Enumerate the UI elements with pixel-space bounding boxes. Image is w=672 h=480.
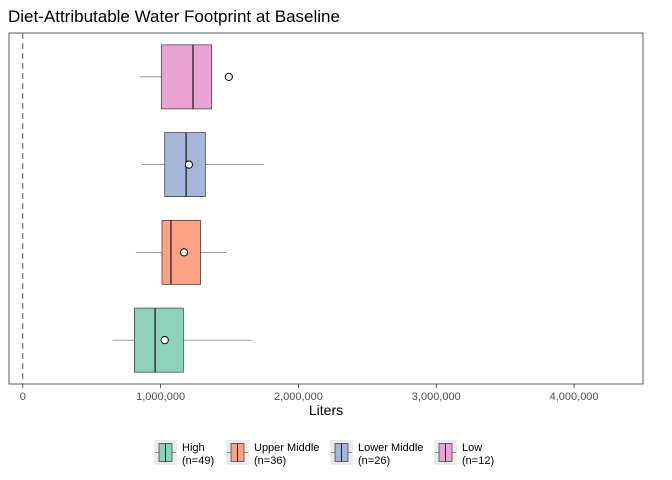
mean-point — [179, 248, 189, 257]
legend-label: Low — [462, 442, 482, 454]
chart-title: Diet-Attributable Water Footprint at Bas… — [8, 7, 340, 26]
x-axis: 0 1,000,000 2,000,000 3,000,000 4,000,000 — [20, 384, 599, 403]
plot-panel — [8, 32, 644, 385]
box-iqr — [134, 307, 184, 373]
x-tick-label: 1,000,000 — [136, 391, 185, 403]
boxplot-series — [112, 44, 264, 373]
legend-item-low: Low(n=12) — [434, 440, 494, 467]
legend-n-label: (n=12) — [462, 455, 494, 467]
box-iqr — [160, 44, 212, 110]
mean-point — [160, 336, 169, 345]
box-low — [139, 44, 233, 110]
x-tick-label: 0 — [20, 391, 26, 403]
box-upper-middle — [135, 219, 227, 285]
legend: High(n=49) Upper Middle(n=36) Lower Middle… — [154, 440, 494, 467]
mean-point — [184, 160, 193, 169]
legend-item-high: High(n=49) — [154, 440, 214, 467]
legend-n-label: (n=36) — [254, 455, 286, 467]
legend-item-lower-middle: Lower Middle(n=26) — [330, 440, 423, 467]
x-tick-label: 4,000,000 — [550, 391, 599, 403]
x-tick-label: 3,000,000 — [412, 391, 461, 403]
x-axis-title: Liters — [309, 402, 343, 418]
box-lower-middle — [142, 132, 264, 198]
mean-point — [224, 72, 233, 81]
x-tick-label: 2,000,000 — [274, 391, 323, 403]
box-high — [112, 307, 252, 373]
legend-item-upper-middle: Upper Middle(n=36) — [226, 440, 319, 467]
legend-label: Lower Middle — [358, 442, 423, 454]
legend-n-label: (n=49) — [182, 455, 214, 467]
legend-n-label: (n=26) — [358, 455, 390, 467]
legend-label: Upper Middle — [254, 442, 319, 454]
legend-label: High — [182, 442, 205, 454]
